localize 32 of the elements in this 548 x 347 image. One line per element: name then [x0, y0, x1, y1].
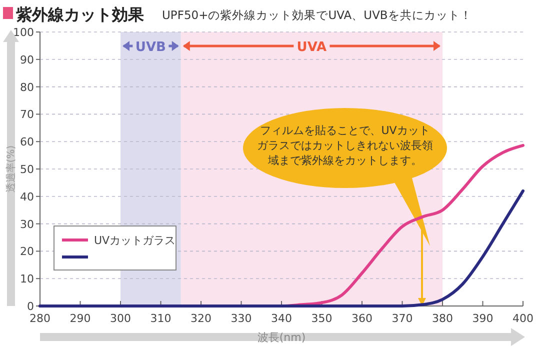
y-tick-label: 10: [20, 272, 34, 286]
y-tick-label: 30: [20, 218, 34, 231]
x-tick-label: 360: [352, 312, 372, 325]
y-axis-title: 透過率(%): [5, 145, 17, 193]
x-tick-label: 320: [190, 312, 212, 325]
x-tick-label: 280: [30, 312, 50, 325]
x-tick-label: 380: [432, 312, 453, 325]
x-tick-label: 310: [150, 312, 172, 325]
band-label: UVA: [296, 40, 327, 55]
y-tick-label: 60: [20, 136, 34, 149]
y-tick-label: 80: [20, 80, 34, 94]
x-tick-label: 350: [311, 312, 332, 325]
y-tick-label: 40: [20, 190, 34, 204]
y-tick-label: 20: [20, 245, 34, 258]
annotation: フィルムを貼ることで、UVカットガラスではカットしきれない波長領域まで紫外線をカットします。: [257, 124, 433, 167]
chart-subtitle: UPF50+の紫外線カット効果でUVA、UVBを共にカット！: [162, 8, 472, 22]
y-tick-label: 70: [20, 108, 34, 122]
x-tick-label: 330: [230, 312, 252, 325]
y-tick-label: 90: [20, 53, 34, 66]
y-tick-label: 50: [20, 163, 34, 176]
y-tick-label: 100: [13, 26, 34, 39]
x-tick-label: 340: [271, 312, 292, 325]
chart-title: 紫外線カット効果: [15, 5, 145, 24]
x-tick-label: 370: [392, 312, 413, 325]
x-axis-title: 波長(nm): [257, 331, 306, 344]
x-tick-label: 300: [110, 312, 131, 325]
x-tick-label: 290: [70, 312, 91, 325]
legend-label: UVカットガラス: [94, 234, 176, 247]
band-label: UVB: [135, 40, 166, 55]
x-tick-label: 390: [472, 312, 494, 325]
y-tick-label: 0: [27, 300, 34, 313]
x-tick-label: 400: [512, 312, 534, 325]
